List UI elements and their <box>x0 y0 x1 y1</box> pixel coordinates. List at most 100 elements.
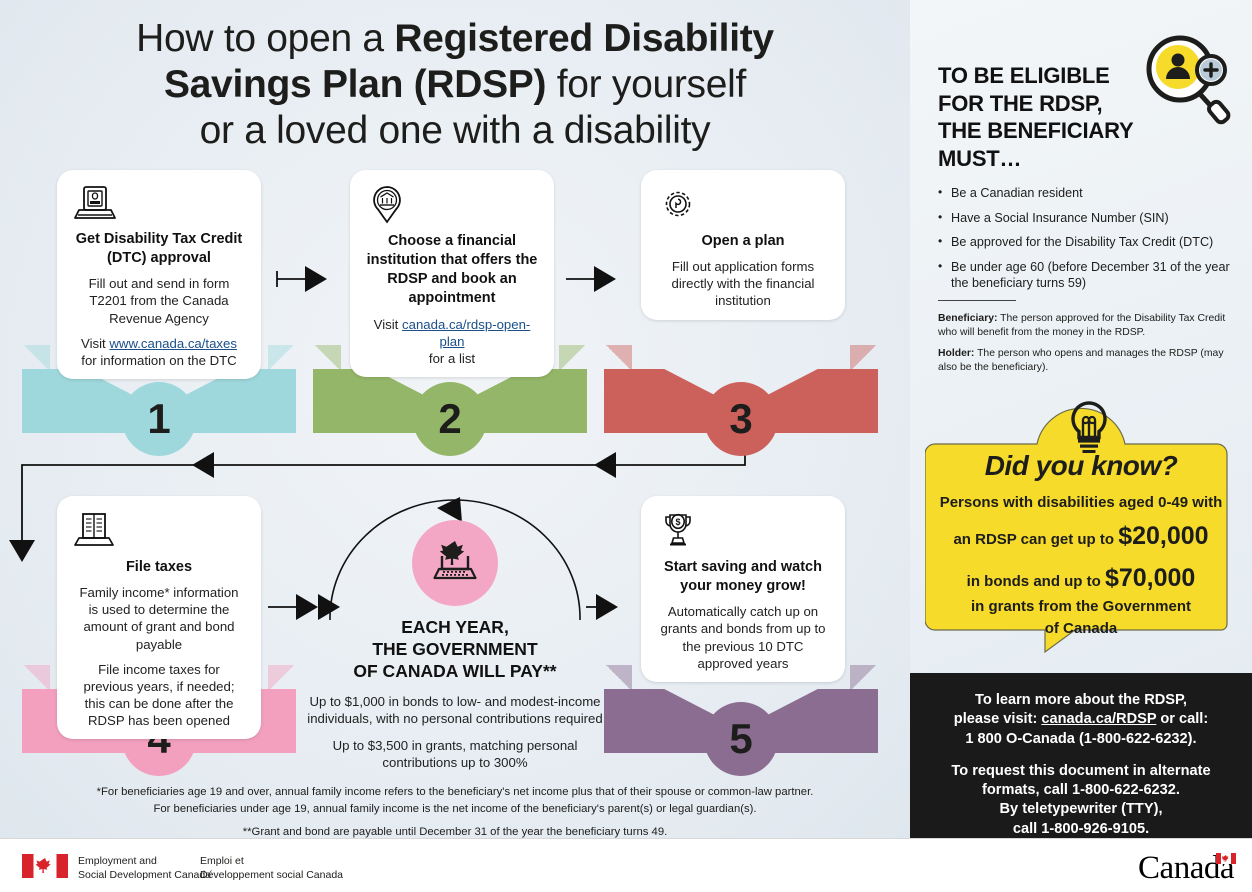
step-title-3: Open a plan <box>701 233 785 249</box>
step-number-badge-1: 1 <box>122 382 196 456</box>
did-you-know-line2: an RDSP can get up to $20,000 <box>925 519 1237 555</box>
contact-tty-phone: call 1-800-926-9105. <box>1012 820 1150 837</box>
definition-beneficiary: Beneficiary: The person approved for the… <box>938 312 1230 339</box>
step-link-line-2: Visit canada.ca/rdsp-open-plan for a lis… <box>366 316 538 367</box>
step-link-line-1: Visit www.canada.ca/taxes for informatio… <box>73 335 245 369</box>
page-title: How to open a Registered Disability Savi… <box>40 16 870 154</box>
definition-holder: Holder: The person who opens and manages… <box>938 347 1230 374</box>
eligibility-heading: TO BE ELIGIBLE FOR THE RDSP, THE BENEFIC… <box>938 63 1134 171</box>
dept-fr-line-1: Emploi et <box>200 855 244 867</box>
annual-grant-text: Up to $3,500 in grants, matching persona… <box>332 737 578 770</box>
annual-bond-text: Up to $1,000 in bonds to low- and modest… <box>307 693 603 727</box>
trophy-dollar-icon: $ <box>657 510 829 552</box>
did-you-know-line5: of Canada <box>1044 619 1118 637</box>
contact-alt-line-2: formats, call 1-800-622-6232. <box>982 782 1180 798</box>
annual-heading-line3: OF CANADA WILL PAY** <box>353 661 557 682</box>
contact-tty-label: By teletypewriter (TTY), <box>999 801 1163 818</box>
definition-beneficiary-text: The person approved for the Disability T… <box>938 313 1226 338</box>
headline-line1-plain: How to open a <box>136 17 395 60</box>
definition-holder-term: Holder: <box>938 348 975 360</box>
contact-link[interactable]: canada.ca/RDSP <box>1041 711 1157 728</box>
step-body-4a: Family income* information is used to de… <box>79 585 239 652</box>
contact-alt-line-1: To request this document in alternate <box>951 762 1211 779</box>
visit-label-1: Visit <box>81 335 110 351</box>
department-name-en: Employment and Social Development Canada <box>78 854 211 882</box>
footnotes: *For beneficiaries age 19 and over, annu… <box>40 784 870 841</box>
step-number-5: 5 <box>729 715 753 762</box>
headline-line2-bold: Savings Plan (RDSP) <box>163 63 547 107</box>
callout-shape <box>925 407 1228 654</box>
annual-payment-block: EACH YEAR, THE GOVERNMENT OF CANADA WILL… <box>295 520 615 780</box>
step-link-1[interactable]: www.canada.ca/taxes <box>109 335 237 351</box>
step-title-2: Choose a financial institution that offe… <box>366 233 538 307</box>
canada-wordmark: Canada <box>1138 850 1236 887</box>
step-body-4b: File income taxes for previous years, if… <box>83 661 235 729</box>
annual-payment-heading: EACH YEAR, THE GOVERNMENT OF CANADA WILL… <box>295 616 615 683</box>
bank-location-pin-icon <box>366 184 538 226</box>
footnote-line-2: For beneficiaries under age 19, annual f… <box>153 802 757 815</box>
did-you-know-line4: in grants from the Government <box>970 598 1192 616</box>
step-number-badge-2: 2 <box>413 382 487 456</box>
dept-en-line-2: Social Development Canada <box>78 869 212 882</box>
headline-line1-bold: Registered Disability <box>394 17 774 60</box>
dept-en-line-1: Employment and <box>78 855 157 867</box>
ribbon-fold-right <box>559 345 587 369</box>
contact-visit-label: please visit: <box>953 711 1042 728</box>
step-card-5: $ Start saving and watch your money grow… <box>641 496 845 682</box>
footnote-line-3: **Grant and bond are payable until Decem… <box>242 825 668 838</box>
eligibility-item-1: Be a Canadian resident <box>938 185 1238 202</box>
canada-flag-icon <box>22 854 68 878</box>
eligibility-item-4: Be under age 60 (before December 31 of t… <box>938 259 1238 291</box>
dyk-amount-bonds: $20,000 <box>1118 522 1209 551</box>
contact-alternate-formats: To request this document in alternate fo… <box>924 762 1238 839</box>
did-you-know-callout: Did you know? Persons with disabilities … <box>925 392 1237 660</box>
ribbon-fold-left <box>313 345 341 369</box>
did-you-know-line1: Persons with disabilities aged 0-49 with <box>939 494 1223 511</box>
step-title-1: Get Disability Tax Credit (DTC) approval <box>75 231 243 267</box>
ribbon-fold-left <box>22 345 50 369</box>
ribbon-fold-right <box>850 665 878 689</box>
footnote-line-1: *For beneficiaries age 19 and over, annu… <box>96 786 814 798</box>
step-card-4: File taxes Family income* information is… <box>57 496 261 740</box>
ribbon-fold-left <box>22 665 50 689</box>
contact-phone-main: 1 800 O-Canada (1-800-622-6232). <box>965 730 1197 747</box>
contact-learn-more: To learn more about the RDSP, please vis… <box>924 691 1238 749</box>
dyk-line3-pre: in bonds and up to <box>966 572 1105 590</box>
did-you-know-title: Did you know? <box>984 450 1178 481</box>
maple-leaf-laptop-icon <box>412 520 498 606</box>
eligibility-list: Be a Canadian resident Have a Social Ins… <box>938 185 1238 301</box>
step-card-3: Open a plan Fill out application forms d… <box>641 170 845 320</box>
divider-rule <box>938 300 1016 301</box>
step-link-suffix-2: for a list <box>428 350 476 366</box>
step-number-badge-5: 5 <box>704 702 778 776</box>
canada-flag-icon <box>1216 853 1236 864</box>
department-name-fr: Emploi et Développement social Canada <box>200 854 343 882</box>
step-link-suffix-1: for information on the DTC <box>81 352 237 368</box>
contact-line-1: To learn more about the RDSP, <box>975 692 1187 708</box>
ribbon-fold-left <box>604 665 632 689</box>
step-body-5: Automatically catch up on grants and bon… <box>660 604 826 671</box>
ribbon-fold-right <box>268 345 296 369</box>
dept-fr-line-2: Développement social Canada <box>200 869 344 882</box>
step-body-3: Fill out application forms directly with… <box>671 259 815 309</box>
contact-orcall-label: or call: <box>1156 711 1209 728</box>
step-card-2: Choose a financial institution that offe… <box>350 170 554 377</box>
definition-holder-text: The person who opens and manages the RDS… <box>938 348 1224 373</box>
step-link-2[interactable]: canada.ca/rdsp-open-plan <box>402 316 531 349</box>
annual-heading-line2: THE GOVERNMENT <box>372 639 538 660</box>
eligibility-item-2: Have a Social Insurance Number (SIN) <box>938 210 1238 227</box>
eligibility-item-3: Be approved for the Disability Tax Credi… <box>938 234 1238 251</box>
headline-line3: or a loved one with a disability <box>199 109 711 153</box>
step-body-1: Fill out and send in form T2201 from the… <box>88 276 230 326</box>
laptop-document-icon <box>73 184 245 224</box>
ribbon-fold-left <box>604 345 632 369</box>
visit-label-2: Visit <box>373 316 403 332</box>
step-number-badge-3: 3 <box>704 382 778 456</box>
lightbulb-icon <box>1065 400 1113 460</box>
step-title-5: Start saving and watch your money grow! <box>664 559 822 595</box>
step-number-2: 2 <box>438 395 462 442</box>
svg-text:$: $ <box>675 517 680 527</box>
ribbon-fold-right <box>268 665 296 689</box>
step-card-1: Get Disability Tax Credit (DTC) approval… <box>57 170 261 380</box>
dyk-line2-pre: an RDSP can get up to <box>953 531 1119 549</box>
